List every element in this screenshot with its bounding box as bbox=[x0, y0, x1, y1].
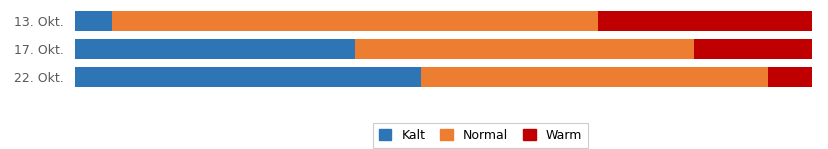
Bar bbox=[75, 11, 111, 31]
Bar bbox=[75, 39, 354, 59]
Bar bbox=[354, 39, 694, 59]
Bar bbox=[598, 11, 811, 31]
Legend: Kalt, Normal, Warm: Kalt, Normal, Warm bbox=[372, 123, 588, 148]
Bar bbox=[768, 67, 811, 87]
Bar bbox=[421, 67, 768, 87]
Bar bbox=[75, 67, 421, 87]
Bar bbox=[694, 39, 811, 59]
Bar bbox=[111, 11, 598, 31]
